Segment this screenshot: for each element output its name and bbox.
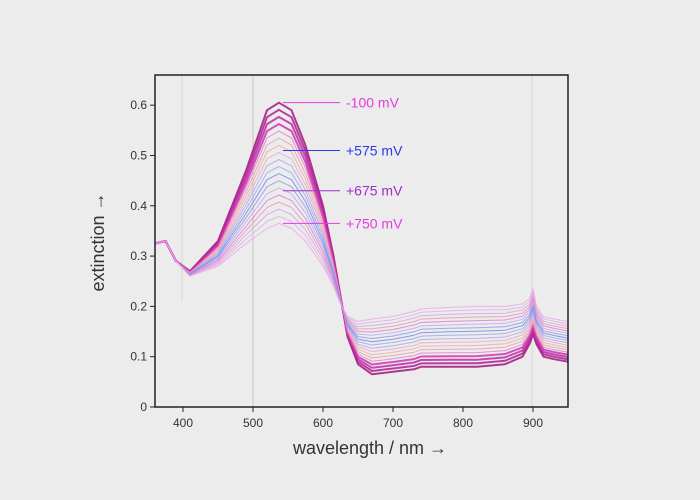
- y-axis-title: extinction →: [88, 192, 108, 291]
- y-tick-label-0.3: 0.3: [130, 249, 147, 263]
- spectrum-curves: [154, 101, 569, 376]
- spectrum-curve-750mv: [154, 222, 569, 322]
- spectrum-curve-675mv: [154, 201, 569, 330]
- annotation-label-2: +675 mV: [346, 183, 403, 199]
- spectrum-curve-300mv: [154, 137, 569, 359]
- x-tick-label-800: 800: [453, 416, 473, 430]
- spectrum-curve-550mv: [154, 166, 569, 346]
- spectrum-curve-200mv: [154, 130, 569, 362]
- y-tick-label-0.1: 0.1: [130, 350, 147, 364]
- spectrum-curve-650mv: [154, 194, 569, 333]
- annotation-label-3: +750 mV: [346, 215, 403, 231]
- y-tick-label-0.2: 0.2: [130, 299, 147, 313]
- y-axis-ticks: 0 0.1 0.2 0.3 0.4 0.5 0.6: [130, 98, 155, 414]
- y-tick-label-0.5: 0.5: [130, 148, 147, 162]
- spectrum-curve-725mv: [154, 215, 569, 325]
- y-tick-label-0.6: 0.6: [130, 98, 147, 112]
- spectrum-curve-500mv: [154, 151, 569, 352]
- x-tick-label-700: 700: [383, 416, 403, 430]
- x-tick-label-600: 600: [313, 416, 333, 430]
- x-axis-ticks: 400 500 600 700 800 900: [173, 407, 543, 430]
- spectrum-curve-625mv: [154, 187, 569, 336]
- annotation-label-0: -100 mV: [346, 95, 400, 111]
- spectrum-curve-100mv: [154, 123, 569, 366]
- x-tick-label-400: 400: [173, 416, 193, 430]
- x-tick-label-500: 500: [243, 416, 263, 430]
- y-tick-label-0: 0: [140, 400, 147, 414]
- plot-frame: [154, 74, 569, 408]
- spectrum-curve-575mv: [154, 173, 569, 343]
- spectrum-curve-525mv: [154, 159, 569, 349]
- y-tick-label-0.4: 0.4: [130, 199, 147, 213]
- annotation-label-1: +575 mV: [346, 142, 403, 158]
- x-axis-title: wavelength / nm →: [292, 438, 447, 458]
- spectrum-curve-400mv: [154, 144, 569, 356]
- spectrum-curve-600mv: [154, 180, 569, 339]
- spectrum-curve-700mv: [154, 208, 569, 327]
- x-tick-label-900: 900: [523, 416, 543, 430]
- potential-annotations: -100 mV +575 mV +675 mV +750 mV: [282, 95, 403, 231]
